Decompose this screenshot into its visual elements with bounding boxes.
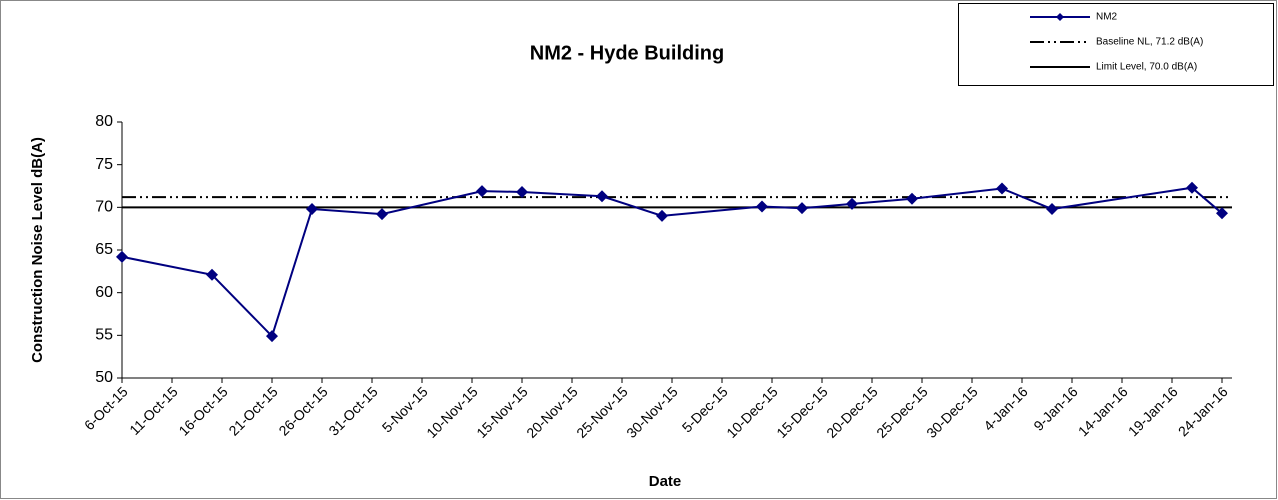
data-point	[1046, 203, 1058, 216]
y-tick-label: 50	[95, 369, 113, 386]
data-point	[796, 202, 808, 215]
data-point	[846, 197, 858, 210]
data-point	[206, 268, 218, 281]
data-point	[476, 185, 488, 198]
data-point	[596, 190, 608, 203]
y-tick-label: 75	[95, 156, 113, 173]
y-tick-label: 60	[95, 284, 113, 301]
data-point	[516, 185, 528, 198]
legend-label: NM2	[1096, 12, 1118, 23]
data-point	[1186, 181, 1198, 194]
data-point	[116, 250, 128, 263]
y-tick-label: 80	[95, 113, 113, 130]
legend-label: Baseline NL, 71.2 dB(A)	[1096, 37, 1203, 48]
data-point	[756, 200, 768, 213]
y-tick-label: 65	[95, 241, 113, 258]
data-point	[656, 209, 668, 222]
x-axis-label: Date	[649, 473, 682, 490]
chart-title: NM2 - Hyde Building	[530, 42, 724, 64]
data-point	[996, 182, 1008, 195]
legend-marker	[1056, 13, 1064, 21]
data-point	[906, 192, 918, 205]
data-point	[376, 208, 388, 221]
y-tick-label: 55	[95, 327, 113, 344]
data-point	[266, 330, 278, 343]
legend	[958, 3, 1274, 86]
legend-label: Limit Level, 70.0 dB(A)	[1096, 62, 1197, 73]
data-point	[306, 203, 318, 216]
y-axis-label: Construction Noise Level dB(A)	[29, 137, 46, 363]
data-point	[1216, 207, 1228, 220]
y-tick-label: 70	[95, 199, 113, 216]
